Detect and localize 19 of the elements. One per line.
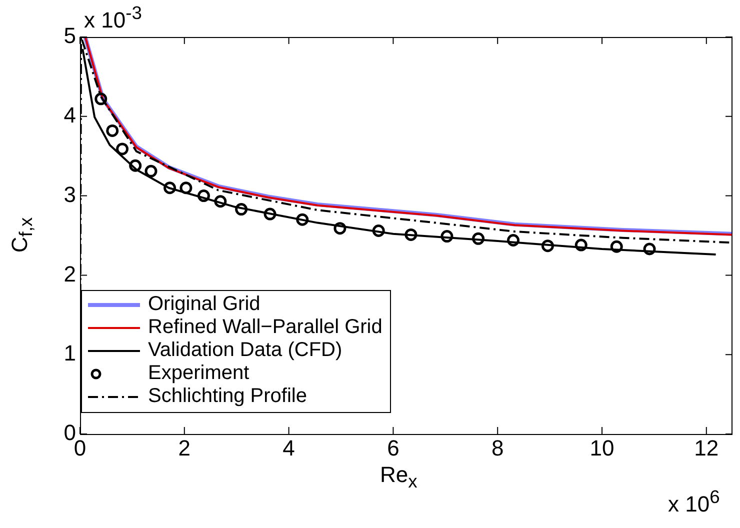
legend-label: Original Grid [148,293,260,316]
legend-label: Validation Data (CFD) [148,339,342,362]
y-tick-label: 4 [64,102,76,128]
legend-label: Refined Wall−Parallel Grid [148,316,382,339]
text: x 10$^{-3}$ [84,2,142,34]
x-tick-label: 2 [178,435,191,460]
x-tick-label: 6 [387,435,400,460]
x-tick-label: 4 [282,435,295,460]
y-tick-label: 2 [64,261,76,286]
y-tick-label: 5 [64,23,76,48]
y-tick-label: 3 [64,182,76,207]
legend-label: Schlichting Profile [148,385,307,408]
text: x 10$^{6}$ [668,486,720,518]
x-axis-title: Re$_{x}$ [380,462,418,492]
x-tick-label: 10 [590,435,614,460]
y-tick-label: 1 [64,340,76,366]
legend-label: Experiment [148,362,250,385]
x-tick-label: 8 [491,435,504,460]
x-tick-label: 12 [694,435,719,460]
